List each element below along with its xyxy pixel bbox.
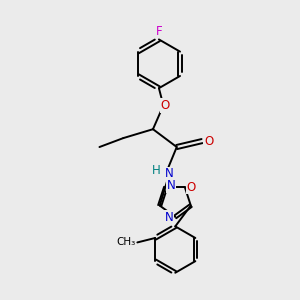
Text: N: N bbox=[165, 211, 174, 224]
Text: O: O bbox=[160, 99, 170, 112]
Text: F: F bbox=[156, 25, 162, 38]
Text: H: H bbox=[152, 164, 160, 177]
Text: CH₃: CH₃ bbox=[117, 237, 136, 248]
Text: O: O bbox=[187, 181, 196, 194]
Text: O: O bbox=[204, 135, 213, 148]
Text: N: N bbox=[167, 179, 176, 192]
Text: N: N bbox=[165, 167, 174, 180]
